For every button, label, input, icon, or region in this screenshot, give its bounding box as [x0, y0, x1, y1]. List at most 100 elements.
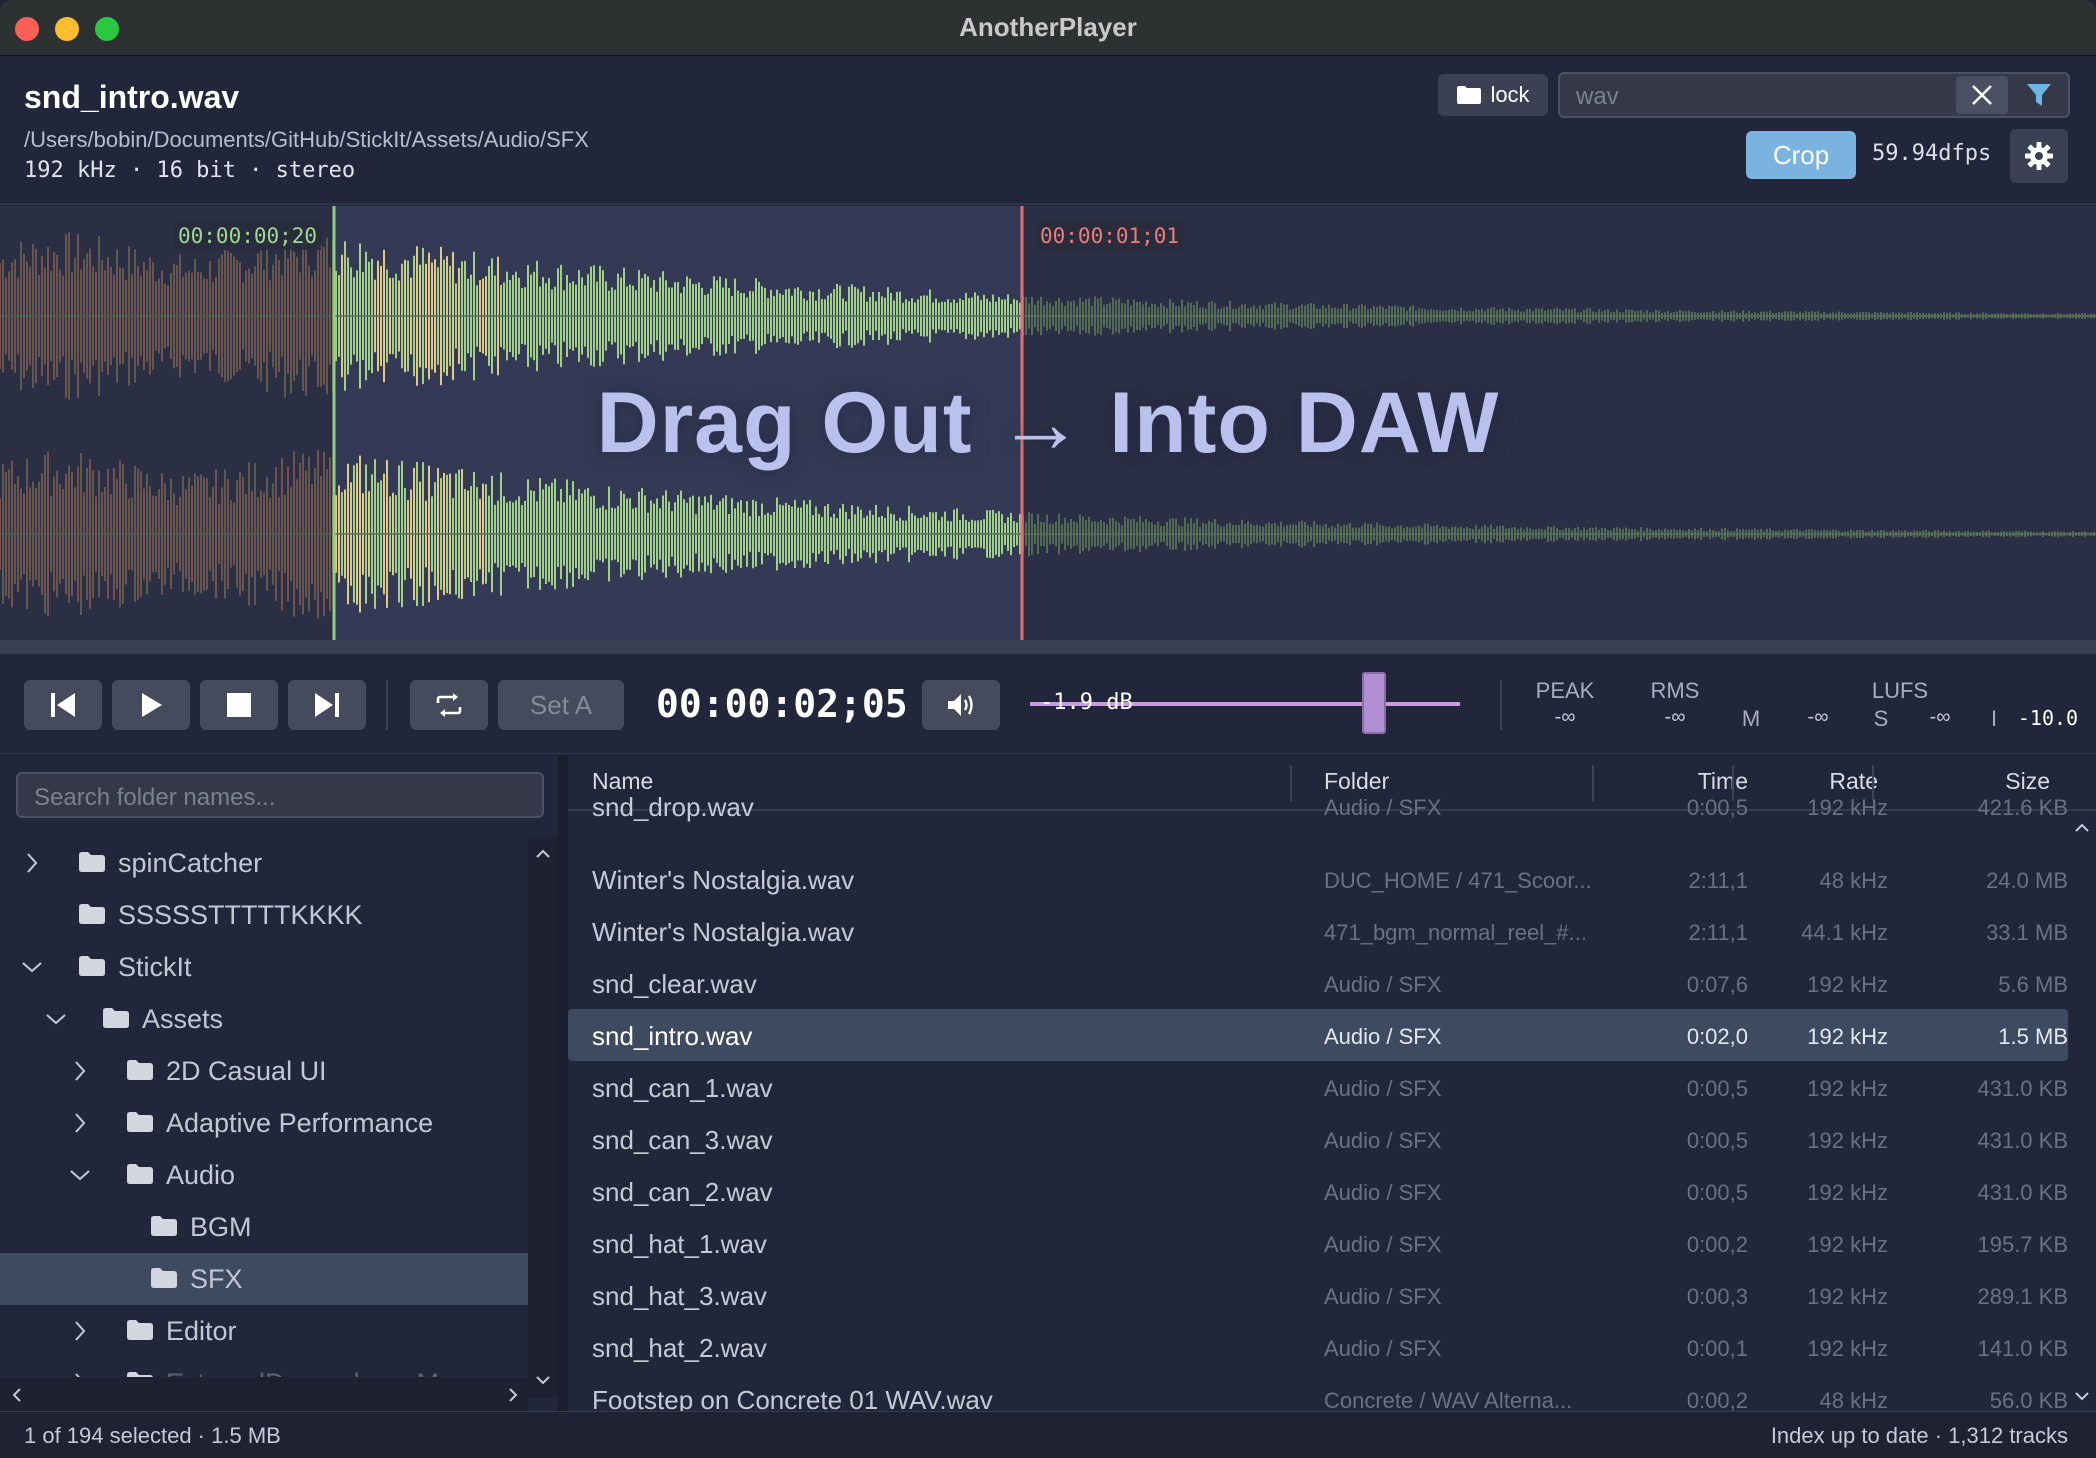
table-row[interactable]: snd_drop.wav Audio / SFX 0:00,5 192 kHz 421.…: [568, 780, 2068, 832]
folder-tree-item[interactable]: SFX: [0, 1253, 528, 1305]
cell-name: Winter's Nostalgia.wav: [592, 917, 855, 947]
column-time[interactable]: Time: [1697, 768, 1748, 794]
cell-size: 431.0 KB: [1977, 1180, 2068, 1205]
close-window-button[interactable]: [15, 17, 39, 41]
folder-tree-label: spinCatcher: [118, 848, 263, 878]
loop-icon: [436, 693, 462, 717]
volume-slider[interactable]: -1.9 dB: [1030, 672, 1460, 734]
chevron-down-icon[interactable]: [68, 1163, 92, 1187]
cell-size: 421.6 KB: [1977, 795, 2068, 820]
file-search-input[interactable]: wav: [1558, 72, 2070, 118]
play-button[interactable]: [112, 680, 190, 730]
cell-folder: Audio / SFX: [1324, 972, 1442, 997]
folder-tree-hscrollbar[interactable]: [0, 1377, 528, 1413]
maximize-window-button[interactable]: [95, 17, 119, 41]
settings-button[interactable]: [2010, 129, 2068, 183]
table-scrollbar[interactable]: [2068, 811, 2096, 1411]
folder-tree-item[interactable]: StickIt: [0, 941, 528, 993]
meter-divider: [1500, 680, 1502, 730]
waveform-view[interactable]: 00:00:00;20 00:00:01;01 Drag Out → Into …: [0, 206, 2096, 640]
chevron-down-icon[interactable]: [20, 955, 44, 979]
folder-icon: [127, 1112, 153, 1132]
column-folder[interactable]: Folder: [1324, 768, 1390, 794]
mute-button[interactable]: [922, 680, 1000, 730]
folder-tree-scrollbar[interactable]: [528, 837, 558, 1397]
folder-tree-label: SSSSSTTTTTKKKK: [118, 900, 363, 930]
rms-value: -∞: [1664, 706, 1686, 728]
cell-time: 0:00,3: [1686, 1284, 1748, 1309]
cell-time: 0:00,5: [1686, 1180, 1748, 1205]
stop-button[interactable]: [200, 680, 278, 730]
chevron-left-icon: [12, 1388, 21, 1402]
next-button[interactable]: [288, 680, 366, 730]
lock-button[interactable]: lock: [1438, 74, 1548, 116]
clear-search-button[interactable]: [1956, 76, 2008, 114]
crop-button[interactable]: Crop: [1746, 131, 1856, 179]
cell-name: snd_clear.wav: [592, 969, 757, 999]
previous-button[interactable]: [24, 680, 102, 730]
cell-size: 56.0 KB: [1989, 1388, 2068, 1411]
chevron-right-icon[interactable]: [68, 1059, 92, 1083]
lufs-label: LUFS: [1871, 678, 1929, 703]
table-row[interactable]: snd_can_1.wav Audio / SFX 0:00,5 192 kHz 431…: [568, 1061, 2068, 1113]
play-icon: [142, 693, 162, 717]
column-divider[interactable]: [1872, 765, 1874, 801]
table-row[interactable]: snd_hat_1.wav Audio / SFX 0:00,2 192 kHz 195…: [568, 1217, 2068, 1269]
cell-size: 289.1 KB: [1977, 1284, 2068, 1309]
table-row[interactable]: snd_hat_2.wav Audio / SFX 0:00,1 192 kHz 141…: [568, 1321, 2068, 1373]
folder-tree-label: BGM: [190, 1212, 252, 1242]
table-row[interactable]: Winter's Nostalgia.wav DUC_HOME / 471_Sco…: [568, 853, 2068, 905]
folder-tree-label: Editor: [166, 1316, 237, 1346]
cell-time: 0:00,1: [1686, 1336, 1748, 1361]
filter-button[interactable]: [2014, 76, 2064, 114]
chevron-down-icon[interactable]: [44, 1007, 68, 1031]
column-size[interactable]: Size: [2005, 768, 2050, 794]
folder-tree-item[interactable]: Assets: [0, 993, 528, 1045]
cell-size: 5.6 MB: [1998, 972, 2068, 997]
cell-time: 2:11,1: [1688, 868, 1748, 893]
minimize-window-button[interactable]: [55, 17, 79, 41]
set-a-button[interactable]: Set A: [498, 680, 624, 730]
column-divider[interactable]: [1290, 765, 1292, 801]
table-row[interactable]: snd_intro.wav Audio / SFX 0:02,0 192 kHz 1.5…: [568, 1009, 2068, 1061]
volume-thumb[interactable]: [1362, 672, 1386, 734]
chevron-down-icon: [2075, 1392, 2089, 1401]
table-row[interactable]: snd_can_2.wav Audio / SFX 0:00,5 192 kHz 431…: [568, 1165, 2068, 1217]
waveform-scrollbar[interactable]: [0, 640, 2096, 654]
gear-icon: [2025, 142, 2053, 170]
chevron-right-icon[interactable]: [68, 1319, 92, 1343]
folder-icon: [79, 904, 105, 924]
peak-value: -∞: [1554, 706, 1576, 728]
table-row[interactable]: snd_clear.wav Audio / SFX 0:07,6 192 kHz 5.6…: [568, 957, 2068, 1009]
chevron-right-icon[interactable]: [20, 851, 44, 875]
folder-tree-item[interactable]: SSSSSTTTTTKKKK: [0, 889, 528, 941]
column-name[interactable]: Name: [592, 768, 654, 794]
folder-search-input[interactable]: Search folder names...: [16, 772, 544, 818]
cell-rate: 192 kHz: [1807, 1128, 1888, 1153]
folder-tree-item[interactable]: 2D Casual UI: [0, 1045, 528, 1097]
table-row[interactable]: snd_hat_3.wav Audio / SFX 0:00,3 192 kHz 289…: [568, 1269, 2068, 1321]
table-row[interactable]: Footstep on Concrete 01 WAV.wav Concrete …: [568, 1373, 2068, 1411]
index-status: Index up to date · 1,312 tracks: [1770, 1423, 2068, 1448]
column-rate[interactable]: Rate: [1829, 768, 1878, 794]
folder-tree-label: StickIt: [118, 952, 192, 982]
folder-tree-item[interactable]: BGM: [0, 1201, 528, 1253]
cell-folder: Concrete / WAV Alterna...: [1324, 1388, 1573, 1411]
folder-tree-item[interactable]: spinCatcher: [0, 837, 528, 889]
chevron-right-icon[interactable]: [68, 1111, 92, 1135]
folder-icon: [151, 1268, 177, 1288]
i-value: -10.0: [2017, 706, 2079, 730]
column-divider[interactable]: [1732, 765, 1734, 801]
folder-tree-item[interactable]: Audio: [0, 1149, 528, 1201]
file-path: /Users/bobin/Documents/GitHub/StickIt/As…: [24, 127, 589, 152]
sidebar-splitter[interactable]: [558, 755, 568, 1411]
table-row[interactable]: Winter's Nostalgia.wav 471_bgm_normal_ree…: [568, 905, 2068, 957]
file-search-value: wav: [1576, 83, 1619, 110]
folder-tree-item[interactable]: Editor: [0, 1305, 528, 1357]
cell-rate: 192 kHz: [1807, 1076, 1888, 1101]
table-row[interactable]: snd_can_3.wav Audio / SFX 0:00,5 192 kHz 431…: [568, 1113, 2068, 1165]
folder-tree-item[interactable]: Adaptive Performance: [0, 1097, 528, 1149]
loop-button[interactable]: [410, 680, 488, 730]
column-divider[interactable]: [1592, 765, 1594, 801]
folder-tree-label: 2D Casual UI: [166, 1056, 327, 1086]
